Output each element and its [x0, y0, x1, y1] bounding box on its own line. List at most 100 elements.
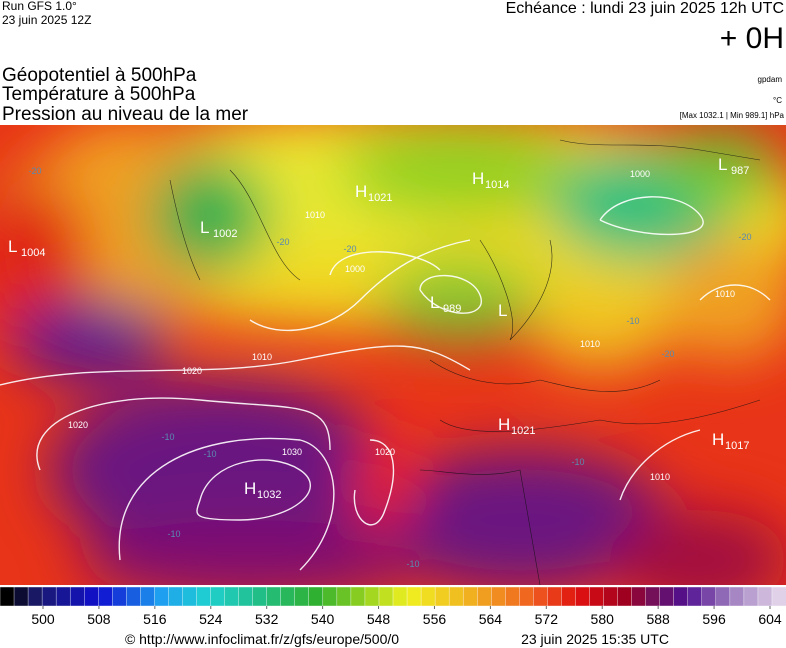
colorbar-swatch [701, 586, 717, 607]
colorbar-swatch [252, 586, 268, 607]
center-value: 1002 [213, 228, 237, 240]
temperature-label: -20 [276, 237, 289, 247]
colorbar-swatch [477, 586, 492, 607]
colorbar-swatch [519, 586, 535, 607]
isobar-label: 1010 [580, 339, 600, 349]
lead-time: + 0H [720, 22, 784, 55]
colorbar-swatch [757, 586, 773, 607]
colorbar-tick-label: 532 [255, 611, 279, 627]
unit: °C [773, 96, 782, 105]
temperature-label: -10 [406, 559, 419, 569]
colorbar-swatch [631, 586, 647, 607]
title: Géopotentiel à 500hPa [2, 65, 197, 86]
isobar-label: 1010 [650, 472, 670, 482]
temperature-label: -10 [161, 432, 174, 442]
colorbar-swatch [364, 586, 380, 607]
colorbar-swatch [266, 586, 282, 607]
colorbar-swatch [434, 586, 450, 607]
isobar-label: 1020 [375, 447, 395, 457]
isobar-label: 1030 [282, 447, 302, 457]
colorbar-swatch [491, 586, 506, 607]
colorbar-swatch [603, 586, 619, 607]
colorbar-swatch [294, 586, 310, 607]
temperature-label: -10 [203, 449, 216, 459]
colorbar-tick-label: 596 [702, 611, 726, 627]
colorbar-swatch [112, 586, 128, 607]
title: Température à 500hPa [2, 84, 196, 105]
center-value: 1014 [485, 179, 509, 191]
colorbar-swatch [673, 586, 689, 607]
colorbar-swatch [420, 586, 436, 607]
center-letter: L [430, 293, 439, 312]
colorbar-swatch [140, 586, 156, 607]
colorbar-swatch [729, 586, 745, 607]
colorbar-swatch [350, 586, 366, 607]
isobar-label: 1010 [252, 352, 272, 362]
center-value: 1021 [368, 192, 392, 204]
center-letter: H [244, 479, 256, 498]
colorbar-tick-label: 580 [591, 611, 615, 627]
center-value: 1032 [257, 489, 281, 501]
center-letter: H [712, 430, 724, 449]
footer-date: 23 juin 2025 15:35 UTC [521, 631, 669, 647]
colorbar-tick-label: 500 [31, 611, 55, 627]
colorbar-swatch [98, 586, 113, 607]
colorbar-swatch [168, 586, 184, 607]
colorbar-swatch [547, 586, 563, 607]
colorbar-tick-label: 508 [87, 611, 111, 627]
colorbar-swatch [575, 586, 591, 607]
unit: [Max 1032.1 | Min 989.1] hPa [680, 111, 785, 120]
colorbar-swatch [448, 586, 464, 607]
center-letter: L [8, 237, 17, 256]
colorbar-swatch [561, 586, 577, 607]
colorbar-swatch [238, 586, 254, 607]
temperature-label: -20 [343, 244, 356, 254]
colorbar-tick-label: 524 [199, 611, 223, 627]
isobar-label: 1020 [68, 420, 88, 430]
colorbar-swatch [715, 586, 731, 607]
colorbar-swatch [280, 586, 296, 607]
colorbar-swatch [308, 586, 324, 607]
center-value: 1021 [511, 425, 535, 437]
center-value: 989 [443, 303, 461, 315]
colorbar-swatch [505, 586, 521, 607]
isobar-label: 1000 [630, 169, 650, 179]
temperature-label: -10 [167, 529, 180, 539]
colorbar-swatch [13, 586, 29, 607]
temperature-label: -20 [738, 232, 751, 242]
center-value: 987 [731, 165, 749, 177]
temperature-label: -10 [571, 457, 584, 467]
map-field [0, 125, 786, 585]
colorbar-tick-label: 604 [758, 611, 782, 627]
colorbar-swatch [462, 586, 478, 607]
colorbar-swatch [55, 586, 71, 607]
colorbar-swatch [27, 586, 43, 607]
unit: gpdam [758, 75, 783, 84]
run-date: 23 juin 2025 12Z [2, 13, 91, 27]
temperature-label: -20 [28, 166, 41, 176]
colorbar-swatch [154, 586, 170, 607]
colorbar-swatch [126, 586, 142, 607]
colorbar-swatch [589, 586, 605, 607]
colorbar-swatch [645, 586, 661, 607]
center-value: 1004 [21, 247, 45, 259]
colorbar-swatch [336, 586, 352, 607]
colorbar-swatch [659, 586, 675, 607]
colorbar-swatch [771, 586, 786, 607]
center-letter: L [200, 218, 209, 237]
colorbar-swatch [743, 586, 759, 607]
center-letter: L [718, 155, 727, 174]
center-value: 1017 [725, 440, 749, 452]
isobar-label: 1010 [715, 289, 735, 299]
center-letter: H [498, 415, 510, 434]
colorbar-swatch [392, 586, 408, 607]
colorbar-swatch [182, 586, 198, 607]
colorbar-swatch [84, 586, 99, 607]
colorbar-tick-label: 588 [646, 611, 670, 627]
temperature-label: -20 [661, 349, 674, 359]
colorbar-swatch [196, 586, 212, 607]
colorbar-swatch [224, 586, 240, 607]
colorbar-swatch [378, 586, 394, 607]
